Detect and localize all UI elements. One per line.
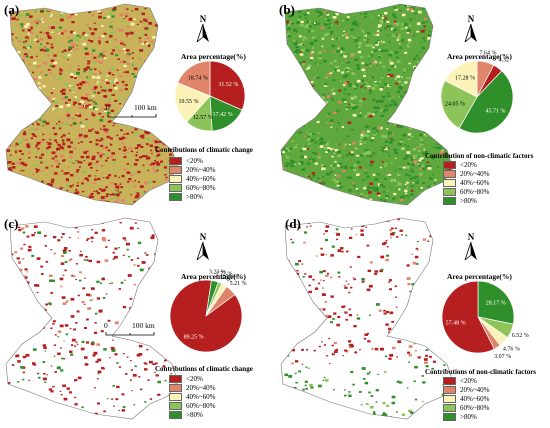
legend-item: 20%~40% [169, 383, 215, 392]
north-label: N [199, 232, 207, 242]
north-label: N [467, 14, 475, 24]
region-fill [281, 4, 453, 205]
scale-zero: 0 [106, 103, 110, 112]
legend: <20% 20%~40% 40%~60% 60%~80% >80% [169, 374, 215, 420]
pie-slice-label: 57.48 % [446, 320, 466, 326]
legend-item: 20%~40% [443, 169, 489, 178]
pie-slice-label: 2.59 % [221, 274, 238, 280]
legend-title: Contributions of climatic change [155, 365, 253, 373]
legend-item: >80% [443, 413, 489, 422]
pie-slice [169, 279, 243, 353]
pie-slice [477, 280, 515, 325]
scale-distance: 100 km [134, 103, 157, 112]
map-b: 7.64 %4.32 45.71 % 24.05 % 17.28 % [280, 3, 514, 206]
pie-slice-label: 45.71 % [485, 109, 505, 115]
legend-item: >80% [443, 197, 489, 206]
legend-item: 60%~80% [443, 404, 489, 413]
legend-title: Contribution of non-climatic factors [425, 152, 534, 160]
legend-item: <20% [443, 376, 489, 385]
north-label: N [467, 232, 475, 242]
pie-slice-label: 18.74 % [188, 76, 208, 82]
pie-slice-label: 3.23 % [209, 269, 226, 275]
pie-title: Area percentage(%) [181, 52, 246, 61]
pie-slice [209, 60, 246, 111]
pie-slice [444, 60, 478, 98]
pie-slice-label: 31.52 % [218, 82, 238, 88]
pie-slice-label: 17.42 % [213, 112, 233, 118]
pie-title: Area percentage(%) [181, 272, 246, 281]
pie-title: Area percentage(%) [447, 52, 512, 61]
map-c: 3.23 %1.72 %2.59 %5.21 % 89.25 % [5, 217, 247, 420]
scale-bar [107, 114, 157, 118]
panel-label: (c) [4, 216, 19, 231]
pie-slice-label: 19.55 % [179, 99, 199, 105]
region-fill [6, 218, 178, 419]
pie-slice-label: 7.64 % [480, 50, 497, 56]
legend-item: <20% [169, 156, 215, 165]
pie-slice-label: 24.05 % [445, 102, 465, 108]
legend: <20% 20%~40% 40%~60% 60%~80% >80% [443, 160, 489, 206]
region-fill [281, 218, 453, 419]
pie-title: Area percentage(%) [447, 272, 512, 281]
legend-item: 40%~60% [169, 392, 215, 401]
legend-item: 20%~40% [443, 385, 489, 394]
panel-c: 3.23 % 1.72 % 2.59 % 5.21 % 89.25 % (c) N Ar… [0, 214, 275, 428]
pie-slice-label: 4.76 % [503, 347, 520, 353]
panel-a: 31.52 % 17.42 % 12.57 % 19.55 % 18.74 % (a) … [0, 0, 275, 214]
legend-title: Contributions of non-climatic factors [425, 368, 537, 376]
panel-label: (b) [279, 2, 295, 17]
panel-d: 28.17 % 6.52 % 4.76 % 3.07 % 57.48 % (d) N A… [275, 214, 550, 428]
legend-item: 60%~80% [169, 184, 215, 193]
legend-item: 60%~80% [169, 402, 215, 411]
pie-slice-label: 28.17 % [486, 300, 506, 306]
north-label: N [199, 14, 207, 24]
legend-item: 40%~60% [169, 174, 215, 183]
panel-label: (a) [4, 2, 20, 17]
north-arrow-icon: N [196, 14, 210, 44]
pie-slice-label: 5.21 % [230, 281, 247, 287]
pie-slice-label: 1.72 % [215, 272, 232, 278]
legend-item: <20% [443, 160, 489, 169]
panel-b: 7.64 % 4.32 45.71 % 24.05 % 17.28 % (b) N Ar… [275, 0, 550, 214]
legend: <20% 20%~40% 40%~60% 60%~80% >80% [443, 376, 489, 422]
map-a: 31.52 % 17.42 %12.57 % 19.55 % 18.74 % [5, 3, 246, 206]
legend-item: 60%~80% [443, 188, 489, 197]
pie-slice-label: 89.25 % [184, 335, 204, 341]
north-arrow-icon: N [464, 14, 478, 44]
pie-slice-label: 12.57 % [193, 115, 213, 121]
legend-title: Contributions of climatic change [155, 146, 253, 154]
pie-slice [177, 60, 211, 97]
pie-slice-label: 6.52 % [512, 333, 529, 339]
map-d: 28.17 % 6.52 % 4.76 %3.07 % 57.48 % [280, 217, 529, 420]
region-fill [6, 4, 178, 205]
pie-slice [458, 70, 514, 134]
pie-slice-label: 4.32 [499, 58, 510, 64]
north-arrow-icon: N [464, 232, 478, 262]
scale-bar [105, 332, 155, 336]
pie-slice-label: 3.07 % [494, 354, 511, 360]
legend-item: 40%~60% [443, 178, 489, 187]
legend-item: >80% [169, 193, 215, 202]
legend-item: 40%~60% [443, 394, 489, 403]
scale-distance: 100 km [132, 321, 155, 330]
scale-zero: 0 [104, 321, 108, 330]
legend: <20% 20%~40% 40%~60% 60%~80% >80% [169, 156, 215, 202]
north-arrow-icon: N [196, 232, 210, 262]
legend-item: >80% [169, 411, 215, 420]
panel-label: (d) [285, 216, 301, 231]
pie-slice-label: 17.28 % [455, 75, 475, 81]
legend-item: <20% [169, 374, 215, 383]
legend-item: 20%~40% [169, 165, 215, 174]
pie-slice [441, 280, 495, 354]
